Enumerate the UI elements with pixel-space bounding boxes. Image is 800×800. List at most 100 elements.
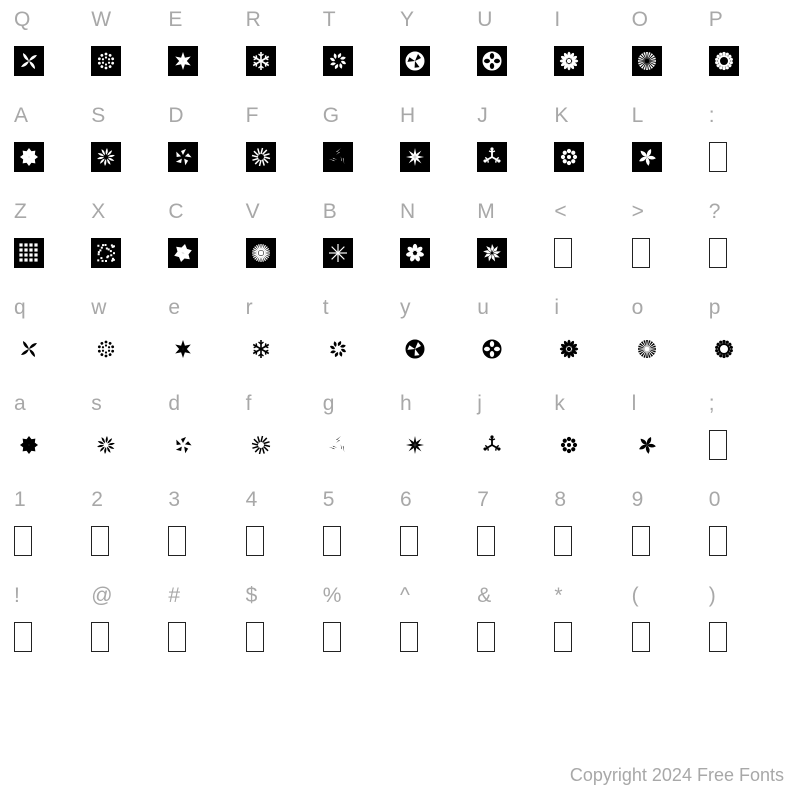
charmap-cell: a bbox=[14, 392, 91, 478]
charmap-cell: 3 bbox=[168, 488, 245, 574]
charmap-cell: : bbox=[709, 104, 786, 190]
char-label: o bbox=[632, 296, 644, 320]
char-label: $ bbox=[246, 584, 258, 608]
charmap-cell: * bbox=[554, 584, 631, 670]
charmap-cell: W bbox=[91, 8, 168, 94]
charmap-cell: < bbox=[554, 200, 631, 286]
charmap-cell: H bbox=[400, 104, 477, 190]
missing-glyph-icon bbox=[477, 622, 495, 652]
tripod-icon bbox=[477, 142, 507, 172]
charmap-cell: d bbox=[168, 392, 245, 478]
char-label: i bbox=[554, 296, 559, 320]
star8-icon bbox=[400, 430, 430, 460]
missing-glyph-icon bbox=[632, 622, 650, 652]
charmap-cell: r bbox=[246, 296, 323, 382]
char-label: D bbox=[168, 104, 183, 128]
char-label: A bbox=[14, 104, 28, 128]
missing-glyph-icon bbox=[323, 526, 341, 556]
charmap-cell: O bbox=[632, 8, 709, 94]
charmap-cell: B bbox=[323, 200, 400, 286]
charmap-cell: 6 bbox=[400, 488, 477, 574]
charmap-cell: ) bbox=[709, 584, 786, 670]
char-label: F bbox=[246, 104, 259, 128]
petals8-icon bbox=[14, 430, 44, 460]
charmap-cell: p bbox=[709, 296, 786, 382]
char-label: 7 bbox=[477, 488, 489, 512]
char-label: @ bbox=[91, 584, 112, 608]
starthin-icon bbox=[323, 238, 353, 268]
triwheel-icon bbox=[400, 46, 430, 76]
char-label: S bbox=[91, 104, 105, 128]
missing-glyph-icon bbox=[554, 526, 572, 556]
charmap-cell: k bbox=[554, 392, 631, 478]
char-label: T bbox=[323, 8, 336, 32]
charmap-cell: I bbox=[554, 8, 631, 94]
char-label: j bbox=[477, 392, 482, 416]
charmap-cell: i bbox=[554, 296, 631, 382]
missing-glyph-icon bbox=[246, 622, 264, 652]
char-label: * bbox=[554, 584, 562, 608]
sunburst-icon bbox=[632, 46, 662, 76]
charmap-cell: L bbox=[632, 104, 709, 190]
charmap-cell: ( bbox=[632, 584, 709, 670]
char-label: # bbox=[168, 584, 180, 608]
charmap-cell: 5 bbox=[323, 488, 400, 574]
charmap-cell: w bbox=[91, 296, 168, 382]
charmap-cell: P bbox=[709, 8, 786, 94]
char-label: t bbox=[323, 296, 329, 320]
sunburst-icon bbox=[632, 334, 662, 364]
swirlsun-icon bbox=[91, 142, 121, 172]
snowflake-icon bbox=[246, 46, 276, 76]
char-label: : bbox=[709, 104, 715, 128]
char-label: 8 bbox=[554, 488, 566, 512]
missing-glyph-icon bbox=[477, 526, 495, 556]
charmap-cell: $ bbox=[246, 584, 323, 670]
missing-glyph-icon bbox=[554, 622, 572, 652]
charmap-cell: Y bbox=[400, 8, 477, 94]
charmap-cell: o bbox=[632, 296, 709, 382]
character-map-grid: QWERTYUIOPASDFGHJKL:ZXCVBNM<>?qwertyuiop… bbox=[0, 0, 800, 670]
char-label: H bbox=[400, 104, 415, 128]
missing-glyph-icon bbox=[400, 622, 418, 652]
char-label: X bbox=[91, 200, 105, 224]
charmap-cell: g bbox=[323, 392, 400, 478]
charmap-cell: 9 bbox=[632, 488, 709, 574]
missing-glyph-icon bbox=[554, 238, 572, 268]
charmap-cell: V bbox=[246, 200, 323, 286]
char-label: Z bbox=[14, 200, 27, 224]
char-label: e bbox=[168, 296, 180, 320]
dotring-icon bbox=[91, 334, 121, 364]
charmap-cell: R bbox=[246, 8, 323, 94]
charmap-cell: ; bbox=[709, 392, 786, 478]
copyright-footer: Copyright 2024 Free Fonts bbox=[570, 765, 784, 786]
charmap-cell: ^ bbox=[400, 584, 477, 670]
missing-glyph-icon bbox=[632, 238, 650, 268]
char-label: > bbox=[632, 200, 644, 224]
char-label: l bbox=[632, 392, 637, 416]
char-label: U bbox=[477, 8, 492, 32]
charmap-cell: G bbox=[323, 104, 400, 190]
char-label: ^ bbox=[400, 584, 410, 608]
missing-glyph-icon bbox=[709, 526, 727, 556]
sunrays-icon bbox=[246, 238, 276, 268]
char-label: w bbox=[91, 296, 106, 320]
char-label: R bbox=[246, 8, 261, 32]
charmap-cell: K bbox=[554, 104, 631, 190]
char-label: 2 bbox=[91, 488, 103, 512]
charmap-cell: @ bbox=[91, 584, 168, 670]
charmap-cell: f bbox=[246, 392, 323, 478]
charmap-cell: Q bbox=[14, 8, 91, 94]
char-label: O bbox=[632, 8, 648, 32]
burst-icon bbox=[477, 238, 507, 268]
missing-glyph-icon bbox=[400, 526, 418, 556]
charmap-cell: j bbox=[477, 392, 554, 478]
bolts-icon bbox=[323, 142, 353, 172]
charmap-cell: q bbox=[14, 296, 91, 382]
swirlsun-icon bbox=[91, 430, 121, 460]
charmap-cell: J bbox=[477, 104, 554, 190]
char-label: 3 bbox=[168, 488, 180, 512]
charmap-cell: # bbox=[168, 584, 245, 670]
char-label: k bbox=[554, 392, 565, 416]
char-label: s bbox=[91, 392, 102, 416]
char-label: 9 bbox=[632, 488, 644, 512]
